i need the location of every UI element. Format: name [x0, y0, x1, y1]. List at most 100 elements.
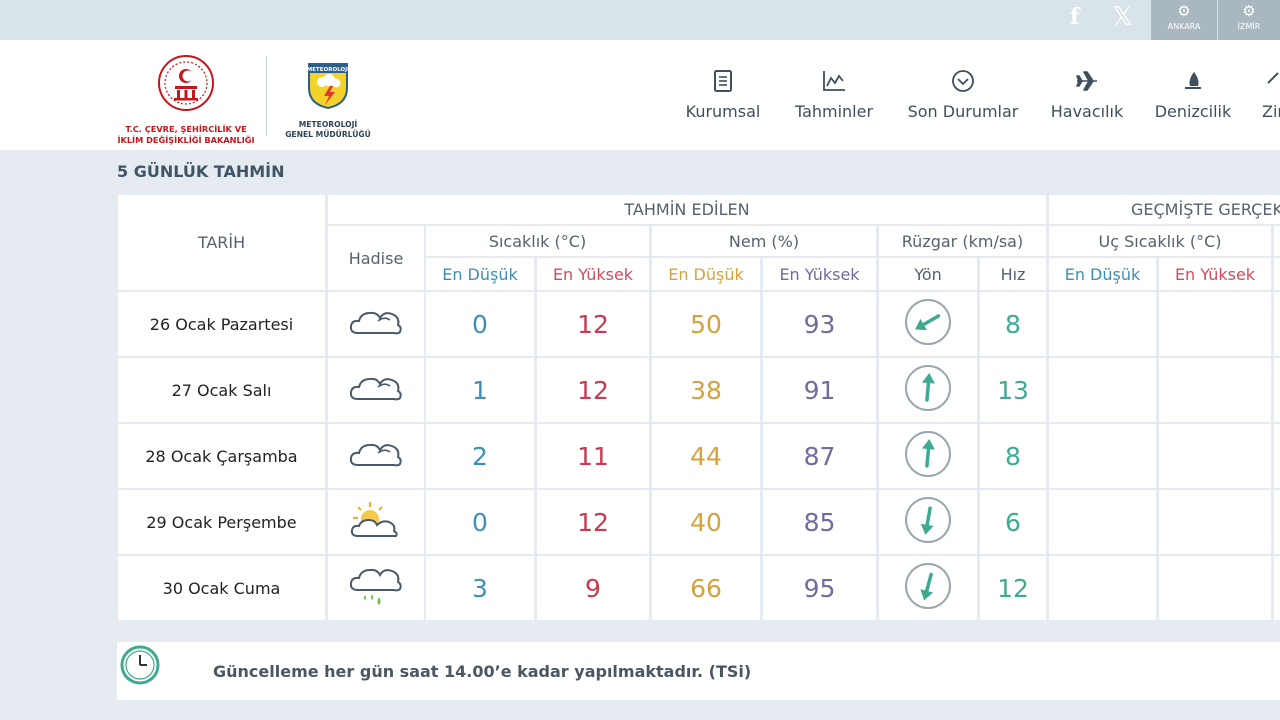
- cloudy-icon: [348, 373, 404, 407]
- past-min-cell: [1049, 358, 1156, 422]
- clock-icon: [120, 645, 160, 685]
- wind-direction-cell: [879, 292, 977, 356]
- date-cell: 29 Ocak Perşembe: [118, 490, 325, 554]
- past-extra-cell: [1274, 490, 1280, 554]
- header-forecast: TAHMİN EDİLEN: [328, 195, 1046, 224]
- temp-max-cell: 12: [537, 490, 649, 554]
- humidity-min-cell: 40: [652, 490, 760, 554]
- wind-speed-cell: 6: [980, 490, 1046, 554]
- past-max-cell: [1159, 292, 1271, 356]
- mgm-shield-icon: METEOROLOJİ: [307, 63, 349, 110]
- document-icon: [684, 66, 762, 96]
- humidity-max-cell: 85: [763, 490, 876, 554]
- ministry-name-line1: T.C. ÇEVRE, ŞEHİRCİLİK VE: [125, 124, 247, 134]
- past-min-cell: [1049, 556, 1156, 620]
- city-button-ankara[interactable]: ⚙ ANKARA: [1151, 0, 1217, 40]
- temp-min-cell: 0: [426, 292, 534, 356]
- past-extra-cell: [1274, 424, 1280, 488]
- wind-arrow-icon: [904, 496, 952, 548]
- page-title: 5 GÜNLÜK TAHMİN: [117, 162, 285, 181]
- wind-direction-cell: [879, 556, 977, 620]
- ministry-logo[interactable]: T.C. ÇEVRE, ŞEHİRCİLİK VE İKLİM DEĞİŞİKL…: [112, 54, 260, 146]
- past-min-cell: [1049, 292, 1156, 356]
- wind-speed-cell: 13: [980, 358, 1046, 422]
- event-cell: [328, 358, 424, 422]
- header-divider: [266, 56, 267, 136]
- event-cell: [328, 424, 424, 488]
- humidity-min-cell: 66: [652, 556, 760, 620]
- header-past-min: En Düşük: [1049, 258, 1156, 290]
- x-twitter-icon[interactable]: 𝕏: [1112, 2, 1133, 32]
- event-cell: [328, 490, 424, 554]
- cloudy-icon: [348, 307, 404, 341]
- humidity-min-cell: 44: [652, 424, 760, 488]
- past-extra-cell: [1274, 292, 1280, 356]
- mgm-logo[interactable]: METEOROLOJİ METEOROLOJİ GENEL MÜDÜRLÜĞÜ: [278, 60, 378, 140]
- date-cell: 26 Ocak Pazartesi: [118, 292, 325, 356]
- humidity-max-cell: 91: [763, 358, 876, 422]
- airplane-icon: [1050, 66, 1124, 96]
- wind-direction-cell: [879, 424, 977, 488]
- circle-chevron-icon: [906, 66, 1020, 96]
- leaf-icon: [1262, 66, 1280, 96]
- update-note-text: Güncelleme her gün saat 14.00’e kadar ya…: [213, 662, 752, 681]
- nav-label: Zir: [1262, 102, 1280, 121]
- chart-icon: [792, 66, 876, 96]
- humidity-max-cell: 87: [763, 424, 876, 488]
- date-cell: 30 Ocak Cuma: [118, 556, 325, 620]
- nav-label: Kurumsal: [685, 102, 761, 121]
- humidity-max-cell: 95: [763, 556, 876, 620]
- wind-arrow-icon: [904, 562, 952, 614]
- header-temp-max: En Yüksek: [537, 258, 649, 290]
- past-min-cell: [1049, 490, 1156, 554]
- nav-ziraat[interactable]: Zir: [1262, 66, 1280, 121]
- header-extreme-temp: Uç Sıcaklık (°C): [1049, 226, 1271, 256]
- temp-max-cell: 11: [537, 424, 649, 488]
- date-cell: 27 Ocak Salı: [118, 358, 325, 422]
- temp-max-cell: 9: [537, 556, 649, 620]
- header-extra: [1274, 226, 1280, 256]
- nav-kurumsal[interactable]: Kurumsal: [684, 66, 762, 121]
- header-temp-min: En Düşük: [426, 258, 534, 290]
- wind-arrow-icon: [904, 364, 952, 416]
- humidity-max-cell: 93: [763, 292, 876, 356]
- header-event: Hadise: [328, 226, 424, 290]
- forecast-table: TARİH TAHMİN EDİLEN GEÇMİŞTE GERÇEK Hadi…: [117, 194, 1280, 622]
- humidity-min-cell: 50: [652, 292, 760, 356]
- header-past: GEÇMİŞTE GERÇEK: [1049, 195, 1280, 224]
- wind-direction-cell: [879, 358, 977, 422]
- site-header: T.C. ÇEVRE, ŞEHİRCİLİK VE İKLİM DEĞİŞİKL…: [0, 40, 1280, 150]
- weather-station-icon: ⚙: [1177, 2, 1191, 20]
- wind-speed-cell: 8: [980, 424, 1046, 488]
- ministry-seal-icon: [158, 55, 214, 111]
- wind-arrow-icon: [904, 298, 952, 350]
- nav-tahminler[interactable]: Tahminler: [792, 66, 876, 121]
- temp-min-cell: 1: [426, 358, 534, 422]
- facebook-icon[interactable]: f: [1070, 4, 1080, 30]
- cloudy-icon: [348, 439, 404, 473]
- nav-denizcilik[interactable]: Denizcilik: [1154, 66, 1232, 121]
- nav-son-durumlar[interactable]: Son Durumlar: [906, 66, 1020, 121]
- weather-station-icon: ⚙: [1242, 2, 1256, 20]
- update-note: Güncelleme her gün saat 14.00’e kadar ya…: [117, 642, 1280, 700]
- nav-label: Denizcilik: [1154, 102, 1232, 121]
- header-humidity-max: En Yüksek: [763, 258, 876, 290]
- temp-min-cell: 0: [426, 490, 534, 554]
- top-bar: f 𝕏 ⚙ ANKARA ⚙ İZMİR: [0, 0, 1280, 40]
- sailboat-icon: [1154, 66, 1232, 96]
- nav-label: Tahminler: [794, 102, 874, 121]
- city-label: ANKARA: [1167, 22, 1201, 31]
- header-date: TARİH: [118, 195, 325, 290]
- temp-max-cell: 12: [537, 358, 649, 422]
- nav-havacilik[interactable]: Havacılık: [1050, 66, 1124, 121]
- temp-max-cell: 12: [537, 292, 649, 356]
- mgm-logo-text: METEOROLOJİ: [307, 66, 349, 73]
- temp-min-cell: 2: [426, 424, 534, 488]
- past-extra-cell: [1274, 556, 1280, 620]
- wind-arrow-icon: [904, 430, 952, 482]
- rain-icon: [348, 564, 404, 612]
- ministry-name-line2: İKLİM DEĞİŞİKLİĞİ BAKANLIĞI: [117, 135, 255, 145]
- humidity-min-cell: 38: [652, 358, 760, 422]
- mgm-name-line1: METEOROLOJİ: [298, 120, 358, 129]
- city-button-izmir[interactable]: ⚙ İZMİR: [1218, 0, 1280, 40]
